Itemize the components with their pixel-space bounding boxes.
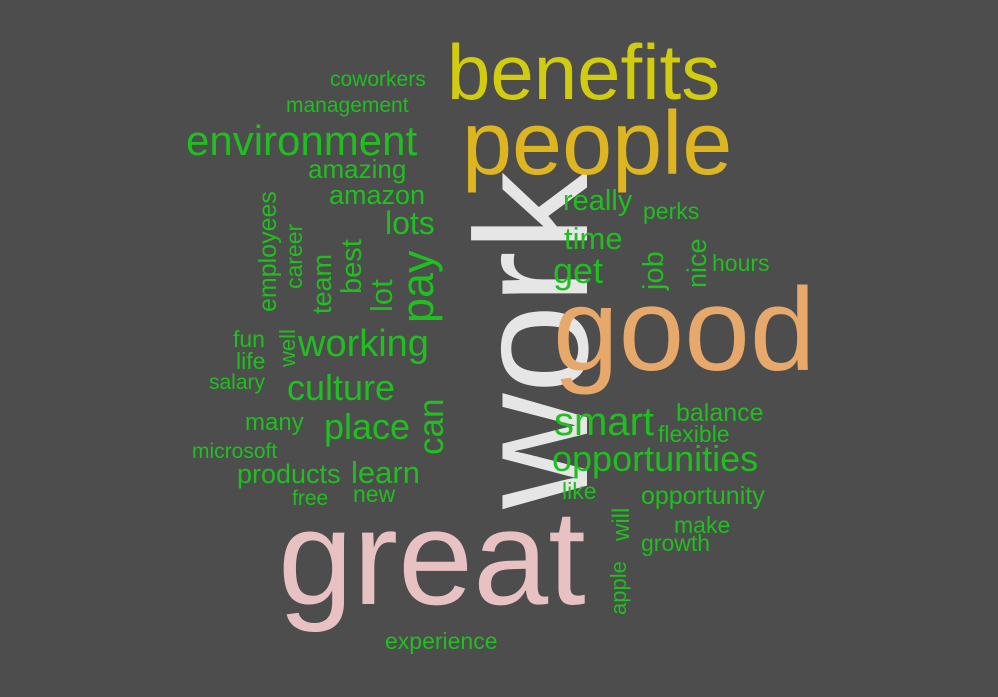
word-will: will — [608, 507, 635, 541]
word-culture: culture — [287, 367, 396, 408]
word-free: free — [292, 487, 329, 510]
word-career: career — [281, 223, 307, 289]
word-environment: environment — [186, 117, 418, 164]
word-lots: lots — [385, 205, 435, 241]
word-amazing: amazing — [308, 154, 407, 184]
word-flexible: flexible — [658, 421, 730, 447]
word-microsoft: microsoft — [192, 440, 278, 463]
word-opportunity: opportunity — [641, 482, 765, 510]
word-learn: learn — [351, 455, 420, 490]
word-best: best — [336, 239, 368, 294]
word-get: get — [553, 250, 604, 291]
word-great: great — [278, 482, 586, 633]
word-working: working — [298, 323, 429, 365]
word-growth: growth — [641, 530, 711, 556]
word-job: job — [638, 251, 670, 290]
word-like: like — [562, 478, 597, 504]
word-life: life — [236, 348, 266, 374]
word-pay: pay — [392, 250, 443, 323]
word-amazon: amazon — [329, 180, 426, 210]
word-can: can — [412, 398, 451, 455]
word-nice: nice — [682, 238, 712, 288]
word-salary: salary — [209, 371, 266, 394]
word-people: people — [462, 94, 733, 194]
word-well: well — [275, 329, 300, 367]
word-apple: apple — [606, 561, 631, 615]
word-place: place — [324, 406, 411, 447]
word-benefits: benefits — [447, 28, 721, 116]
word-good: good — [553, 264, 816, 396]
word-employees: employees — [254, 191, 282, 312]
word-smart: smart — [554, 400, 654, 444]
word-many: many — [245, 409, 304, 436]
word-hours: hours — [712, 250, 770, 276]
word-new: new — [353, 481, 396, 507]
word-fun: fun — [233, 326, 265, 352]
word-products: products — [237, 459, 341, 489]
word-experience: experience — [385, 628, 498, 654]
word-coworkers: coworkers — [330, 68, 426, 91]
word-make: make — [674, 512, 731, 538]
word-balance: balance — [676, 399, 764, 427]
word-perks: perks — [643, 198, 700, 224]
word-team: team — [307, 253, 337, 314]
word-really: really — [563, 185, 633, 217]
word-management: management — [286, 94, 409, 117]
word-time: time — [564, 221, 623, 256]
word-opportunities: opportunities — [552, 438, 759, 479]
